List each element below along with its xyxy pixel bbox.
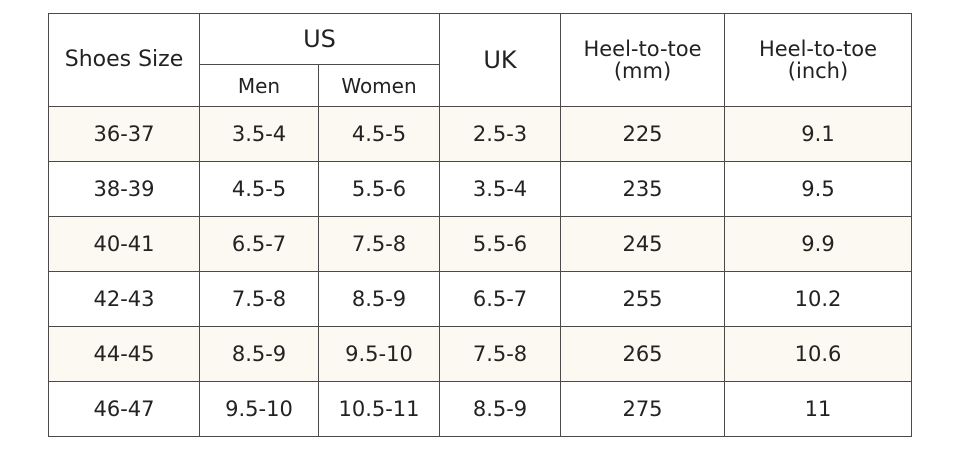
header-heel-mm: Heel-to-toe (mm) bbox=[560, 13, 725, 107]
cell-eu-size: 40-41 bbox=[48, 216, 200, 272]
header-heel-mm-line1: Heel-to-toe bbox=[583, 37, 702, 61]
cell-heel-inch: 11 bbox=[724, 381, 912, 437]
cell-eu-size: 42-43 bbox=[48, 271, 200, 327]
cell-eu-size: 36-37 bbox=[48, 106, 200, 162]
cell-us-women: 9.5-10 bbox=[318, 326, 440, 382]
cell-heel-mm: 255 bbox=[560, 271, 725, 327]
cell-heel-mm: 245 bbox=[560, 216, 725, 272]
cell-us-men: 3.5-4 bbox=[199, 106, 319, 162]
size-table: Shoes Size US UK Heel-to-toe (mm) Heel-t… bbox=[48, 13, 912, 437]
cell-uk: 6.5-7 bbox=[439, 271, 561, 327]
cell-us-women: 7.5-8 bbox=[318, 216, 440, 272]
cell-us-women: 5.5-6 bbox=[318, 161, 440, 217]
size-chart: Shoes Size US UK Heel-to-toe (mm) Heel-t… bbox=[48, 13, 912, 437]
cell-uk: 3.5-4 bbox=[439, 161, 561, 217]
table-row: 36-37 3.5-4 4.5-5 2.5-3 225 9.1 bbox=[48, 106, 912, 162]
cell-uk: 5.5-6 bbox=[439, 216, 561, 272]
header-shoes-size: Shoes Size bbox=[48, 13, 200, 107]
table-row: 40-41 6.5-7 7.5-8 5.5-6 245 9.9 bbox=[48, 216, 912, 272]
cell-us-women: 4.5-5 bbox=[318, 106, 440, 162]
cell-heel-mm: 235 bbox=[560, 161, 725, 217]
header-heel-inch: Heel-to-toe (inch) bbox=[724, 13, 912, 107]
table-row: 42-43 7.5-8 8.5-9 6.5-7 255 10.2 bbox=[48, 271, 912, 327]
cell-us-men: 6.5-7 bbox=[199, 216, 319, 272]
table-row: 46-47 9.5-10 10.5-11 8.5-9 275 11 bbox=[48, 381, 912, 437]
header-us: US bbox=[199, 13, 440, 65]
cell-us-men: 9.5-10 bbox=[199, 381, 319, 437]
cell-us-women: 10.5-11 bbox=[318, 381, 440, 437]
cell-eu-size: 46-47 bbox=[48, 381, 200, 437]
header-heel-inch-line1: Heel-to-toe bbox=[758, 37, 878, 61]
cell-heel-inch: 9.5 bbox=[724, 161, 912, 217]
cell-uk: 7.5-8 bbox=[439, 326, 561, 382]
cell-us-men: 7.5-8 bbox=[199, 271, 319, 327]
table-row: 44-45 8.5-9 9.5-10 7.5-8 265 10.6 bbox=[48, 326, 912, 382]
cell-uk: 2.5-3 bbox=[439, 106, 561, 162]
cell-eu-size: 38-39 bbox=[48, 161, 200, 217]
header-heel-inch-line2: (inch) bbox=[787, 59, 849, 83]
cell-uk: 8.5-9 bbox=[439, 381, 561, 437]
cell-heel-inch: 9.9 bbox=[724, 216, 912, 272]
header-heel-mm-line2: (mm) bbox=[613, 59, 672, 83]
cell-heel-inch: 9.1 bbox=[724, 106, 912, 162]
cell-heel-mm: 265 bbox=[560, 326, 725, 382]
header-us-women: Women bbox=[318, 64, 440, 107]
cell-us-men: 8.5-9 bbox=[199, 326, 319, 382]
cell-heel-inch: 10.6 bbox=[724, 326, 912, 382]
cell-heel-mm: 275 bbox=[560, 381, 725, 437]
header-us-men: Men bbox=[199, 64, 319, 107]
table-row: 38-39 4.5-5 5.5-6 3.5-4 235 9.5 bbox=[48, 161, 912, 217]
cell-us-men: 4.5-5 bbox=[199, 161, 319, 217]
cell-heel-mm: 225 bbox=[560, 106, 725, 162]
header-uk: UK bbox=[439, 13, 561, 107]
cell-eu-size: 44-45 bbox=[48, 326, 200, 382]
cell-heel-inch: 10.2 bbox=[724, 271, 912, 327]
cell-us-women: 8.5-9 bbox=[318, 271, 440, 327]
table-body: 36-37 3.5-4 4.5-5 2.5-3 225 9.1 38-39 4.… bbox=[48, 106, 912, 437]
